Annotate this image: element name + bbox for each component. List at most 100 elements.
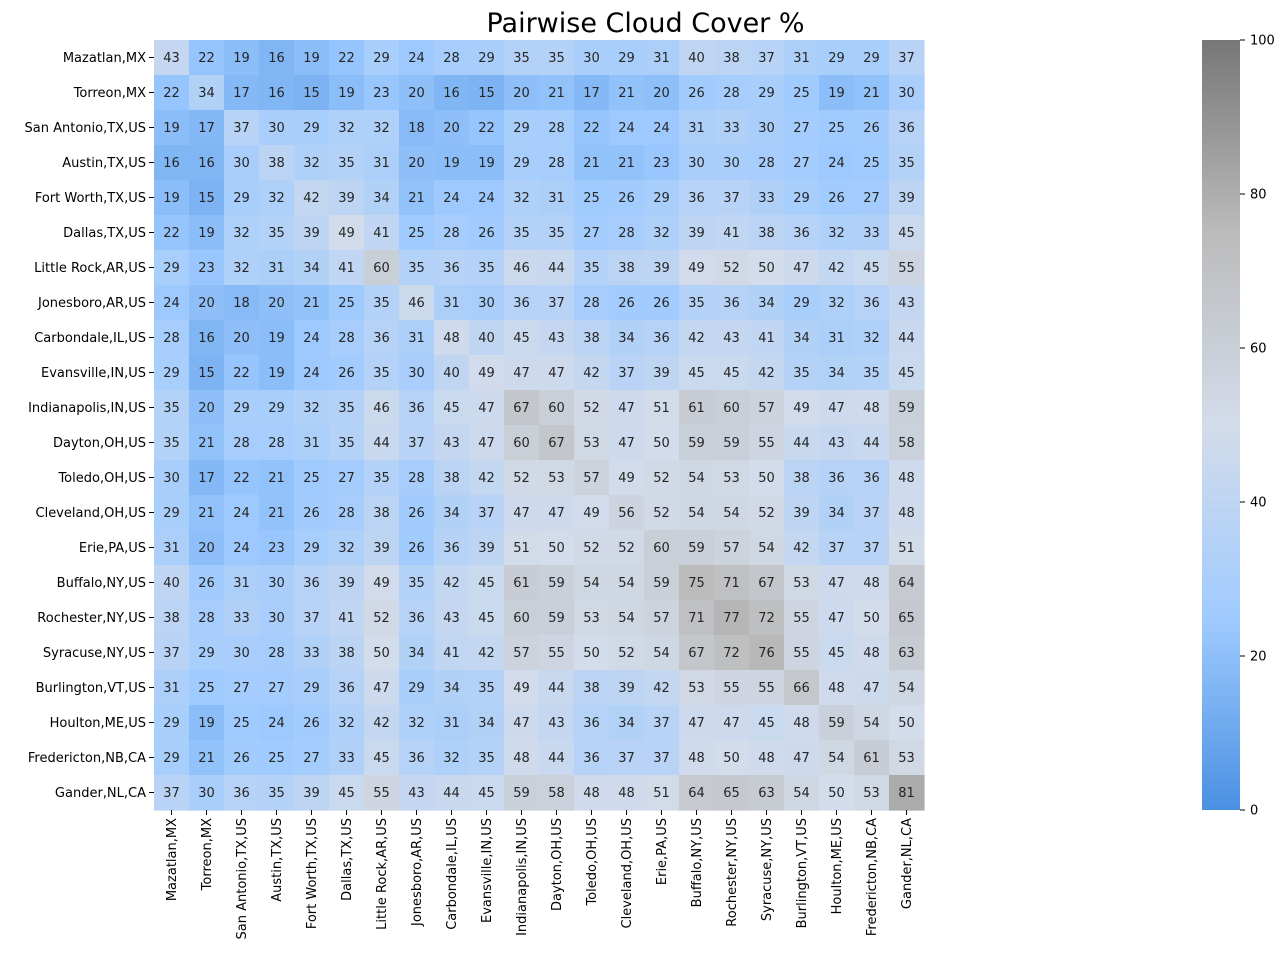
heatmap-cell [609,565,645,601]
heatmap-cell [469,75,505,111]
cell-value-label: 27 [268,681,285,696]
row-tick-label: Jonesboro,AR,US [37,296,146,311]
heatmap-cell [679,495,715,531]
cell-value-label: 43 [723,331,740,346]
cell-value-label: 35 [513,226,530,241]
heatmap-cell [679,775,715,811]
heatmap-cell [644,635,680,671]
cell-value-label: 35 [408,261,425,276]
cell-value-label: 29 [758,86,775,101]
heatmap-cell [714,495,750,531]
cell-value-label: 26 [618,191,635,206]
cell-value-label: 54 [688,471,705,486]
cell-value-label: 50 [898,716,915,731]
cell-value-label: 27 [583,226,600,241]
heatmap-cell [679,530,715,566]
heatmap-cell [224,40,260,76]
column-tick-label: Fredericton,NB,CA [865,818,880,936]
cell-value-label: 31 [408,331,425,346]
heatmap-cell [294,180,330,216]
cell-value-label: 30 [198,786,215,801]
heatmap-cell [609,600,645,636]
heatmap-cell [644,215,680,251]
cell-value-label: 45 [478,786,495,801]
heatmap-cell [714,110,750,146]
heatmap-cell [294,145,330,181]
heatmap-cell [854,670,890,706]
cell-value-label: 45 [758,716,775,731]
row-tick-label: Cleveland,OH,US [36,506,147,521]
cell-value-label: 52 [583,401,600,416]
cell-value-label: 32 [338,716,355,731]
cell-value-label: 17 [198,121,215,136]
cell-value-label: 19 [198,226,215,241]
cell-value-label: 54 [688,506,705,521]
row-tick-label: Carbondale,IL,US [34,331,146,346]
heatmap-cell [539,145,575,181]
cell-value-label: 26 [688,86,705,101]
cell-value-label: 46 [408,296,425,311]
cell-value-label: 61 [513,576,530,591]
heatmap-cell [189,180,225,216]
heatmap-cell [749,215,785,251]
heatmap-cell [504,390,540,426]
cell-value-label: 38 [373,506,390,521]
cell-value-label: 56 [618,506,635,521]
cell-value-label: 48 [688,751,705,766]
cell-value-label: 53 [898,751,915,766]
cell-value-label: 26 [653,296,670,311]
heatmap-cell [784,565,820,601]
cell-value-label: 50 [723,751,740,766]
heatmap-cell [329,320,365,356]
heatmap-cell [364,565,400,601]
heatmap-cell [889,250,925,286]
heatmap-cell [609,460,645,496]
heatmap-cell [854,530,890,566]
cell-value-label: 46 [513,261,530,276]
heatmap-cell [574,635,610,671]
heatmap-cell [504,635,540,671]
cell-value-label: 57 [583,471,600,486]
cell-value-label: 15 [198,191,215,206]
heatmap-cell [329,110,365,146]
cell-value-label: 25 [408,226,425,241]
colorbar-tick-label: 100 [1250,34,1275,49]
cell-value-label: 19 [163,121,180,136]
heatmap-cell [399,320,435,356]
heatmap-cell [364,600,400,636]
cell-value-label: 42 [653,681,670,696]
cell-value-label: 55 [898,261,915,276]
cell-value-label: 36 [863,471,880,486]
row-tick-label: Fort Worth,TX,US [35,191,146,206]
cell-value-label: 15 [478,86,495,101]
heatmap-cell [154,320,190,356]
heatmap-cell [784,355,820,391]
cell-value-label: 59 [653,576,670,591]
cell-value-label: 26 [863,121,880,136]
cell-value-label: 45 [863,261,880,276]
heatmap-cell [889,670,925,706]
cell-value-label: 34 [828,506,845,521]
heatmap-cell [644,670,680,706]
cell-value-label: 21 [198,436,215,451]
heatmap-cell [819,495,855,531]
heatmap-cell [819,600,855,636]
colorbar-tick-label: 60 [1250,342,1267,357]
row-tick-label: Buffalo,NY,US [57,576,146,591]
heatmap-cell [504,425,540,461]
cell-value-label: 30 [233,156,250,171]
cell-value-label: 58 [898,436,915,451]
heatmap-cell [679,600,715,636]
heatmap-cell [154,565,190,601]
cell-value-label: 20 [513,86,530,101]
cell-value-label: 57 [653,611,670,626]
heatmap-cell [504,285,540,321]
cell-value-label: 23 [373,86,390,101]
heatmap-cell [364,355,400,391]
heatmap-cell [749,670,785,706]
cell-value-label: 60 [723,401,740,416]
heatmap-cell [154,355,190,391]
cell-value-label: 34 [758,296,775,311]
heatmap-cell [224,250,260,286]
heatmap-cell [504,215,540,251]
